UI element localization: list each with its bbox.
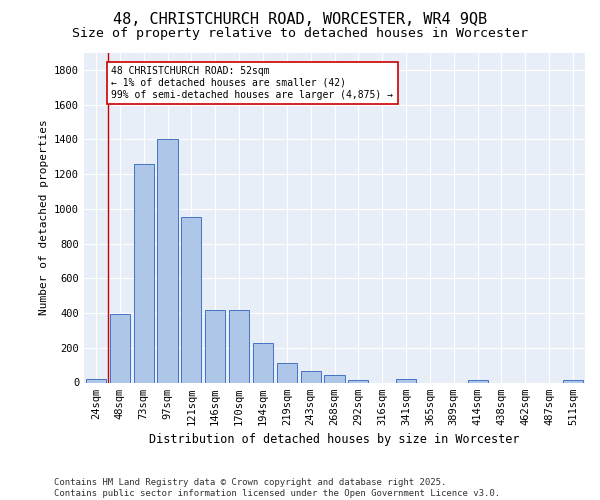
Bar <box>277 362 297 382</box>
Text: Contains HM Land Registry data © Crown copyright and database right 2025.
Contai: Contains HM Land Registry data © Crown c… <box>54 478 500 498</box>
Bar <box>348 380 368 382</box>
Bar <box>467 380 488 382</box>
Y-axis label: Number of detached properties: Number of detached properties <box>38 120 49 316</box>
Text: 48, CHRISTCHURCH ROAD, WORCESTER, WR4 9QB: 48, CHRISTCHURCH ROAD, WORCESTER, WR4 9Q… <box>113 12 487 28</box>
Bar <box>157 140 178 382</box>
Text: 48 CHRISTCHURCH ROAD: 52sqm
← 1% of detached houses are smaller (42)
99% of semi: 48 CHRISTCHURCH ROAD: 52sqm ← 1% of deta… <box>112 66 394 100</box>
Bar <box>396 379 416 382</box>
Bar <box>563 380 583 382</box>
Bar <box>86 378 106 382</box>
X-axis label: Distribution of detached houses by size in Worcester: Distribution of detached houses by size … <box>149 433 520 446</box>
Bar <box>134 164 154 382</box>
Bar <box>181 216 202 382</box>
Bar <box>205 310 226 382</box>
Bar <box>110 314 130 382</box>
Bar <box>325 374 344 382</box>
Bar <box>229 310 249 382</box>
Bar <box>301 371 321 382</box>
Bar <box>253 342 273 382</box>
Text: Size of property relative to detached houses in Worcester: Size of property relative to detached ho… <box>72 28 528 40</box>
